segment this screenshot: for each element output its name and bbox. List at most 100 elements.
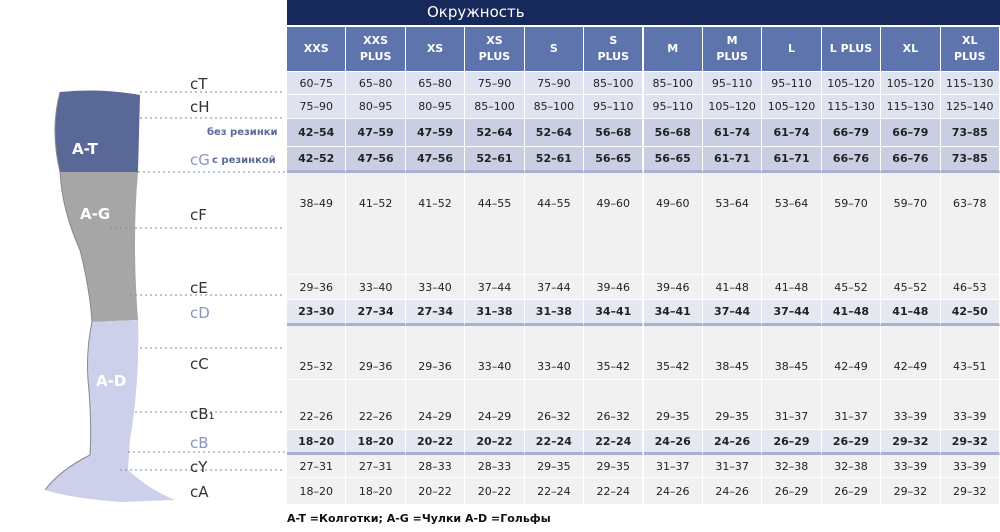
cell: 75–90 <box>465 72 525 95</box>
cell: 29–32 <box>881 430 941 455</box>
row-label: cA <box>190 482 209 501</box>
cell: 45–52 <box>821 275 882 300</box>
cell: 27–31 <box>287 455 347 478</box>
cell: 65–80 <box>405 72 466 95</box>
cell: 18–20 <box>287 430 347 455</box>
cell: 33–40 <box>465 326 525 380</box>
cell: 41–48 <box>881 300 941 326</box>
cell: 42–49 <box>821 326 882 380</box>
cell: 105–120 <box>702 95 763 119</box>
cell: 26–32 <box>584 380 644 430</box>
cell: 61–71 <box>702 147 763 173</box>
cell: 42–52 <box>287 147 347 173</box>
column-header: XS <box>405 27 466 71</box>
cell: 27–34 <box>346 300 406 326</box>
cell: 56–68 <box>584 119 644 147</box>
cell: 52–61 <box>524 147 585 173</box>
cell: 29–32 <box>881 478 941 505</box>
cell: 34–41 <box>584 300 644 326</box>
cell: 23–30 <box>287 300 347 326</box>
cell: 22–24 <box>524 430 585 455</box>
cell: 28–33 <box>405 455 466 478</box>
cell: 75–90 <box>524 72 585 95</box>
cell: 29–36 <box>346 326 406 380</box>
row-note: с резинкой <box>212 155 276 166</box>
cell: 66–79 <box>881 119 941 147</box>
cell: 85–100 <box>584 72 644 95</box>
cell: 31–38 <box>465 300 525 326</box>
row-label: cF <box>190 206 207 224</box>
row-label: cH <box>190 98 210 116</box>
cell: 37–44 <box>762 300 822 326</box>
column-header: XXS PLUS <box>346 27 406 71</box>
cell: 20–22 <box>405 430 466 455</box>
cell: 35–42 <box>643 326 703 380</box>
cell: 46–53 <box>940 275 1000 300</box>
cell: 85–100 <box>524 95 585 119</box>
cell: 24–29 <box>405 380 466 430</box>
cell: 29–36 <box>287 275 347 300</box>
cell: 115–130 <box>821 95 882 119</box>
cell: 95–110 <box>762 72 822 95</box>
row-label: cG <box>190 151 210 169</box>
cell: 33–39 <box>881 380 941 430</box>
cell: 33–39 <box>881 455 941 478</box>
cell: 24–29 <box>465 380 525 430</box>
cell: 39–46 <box>643 275 703 300</box>
cell: 29–32 <box>940 478 1000 505</box>
cell: 95–110 <box>702 72 763 95</box>
cell: 37–44 <box>702 300 763 326</box>
column-header: XL PLUS <box>940 27 1000 71</box>
cell: 33–40 <box>524 326 585 380</box>
zone-label: A-G <box>80 205 111 223</box>
cell: 18–20 <box>346 430 406 455</box>
cell: 37–44 <box>524 275 585 300</box>
cell: 47–56 <box>405 147 466 173</box>
cell: 31–37 <box>762 380 822 430</box>
cell: 41–52 <box>405 173 466 275</box>
cell: 42–50 <box>940 300 1000 326</box>
column-header: XXS <box>287 27 347 71</box>
column-header: XS PLUS <box>465 27 525 71</box>
column-header: S PLUS <box>584 27 644 71</box>
cell: 56–65 <box>584 147 644 173</box>
cell: 32–38 <box>821 455 882 478</box>
cell: 66–76 <box>821 147 882 173</box>
cell: 65–80 <box>346 72 406 95</box>
cell: 22–24 <box>524 478 585 505</box>
cell: 31–38 <box>524 300 585 326</box>
cell: 24–26 <box>702 478 763 505</box>
zone-label: A-T <box>72 140 98 158</box>
cell: 20–22 <box>465 478 525 505</box>
cell: 47–59 <box>346 119 406 147</box>
cell: 47–59 <box>405 119 466 147</box>
cell: 29–35 <box>702 380 763 430</box>
cell: 35–42 <box>584 326 644 380</box>
cell: 44–55 <box>465 173 525 275</box>
cell: 44–55 <box>524 173 585 275</box>
leg-diagram <box>44 90 285 502</box>
cell: 38–49 <box>287 173 347 275</box>
cell: 61–71 <box>762 147 822 173</box>
cell: 37–44 <box>465 275 525 300</box>
cell: 61–74 <box>762 119 822 147</box>
cell: 115–130 <box>940 72 1000 95</box>
cell: 22–26 <box>287 380 347 430</box>
cell: 33–39 <box>940 380 1000 430</box>
cell: 56–65 <box>643 147 703 173</box>
cell: 29–35 <box>643 380 703 430</box>
cell: 26–29 <box>821 430 882 455</box>
cell: 42–54 <box>287 119 347 147</box>
cell: 33–40 <box>405 275 466 300</box>
column-header: L PLUS <box>821 27 882 71</box>
cell: 43–51 <box>940 326 1000 380</box>
row-label: cE <box>190 278 208 297</box>
cell: 85–100 <box>465 95 525 119</box>
cell: 18–20 <box>346 478 406 505</box>
cell: 115–130 <box>881 95 941 119</box>
row-label: cC <box>190 355 209 373</box>
cell: 80–95 <box>405 95 466 119</box>
cell: 41–48 <box>821 300 882 326</box>
cell: 33–39 <box>940 455 1000 478</box>
